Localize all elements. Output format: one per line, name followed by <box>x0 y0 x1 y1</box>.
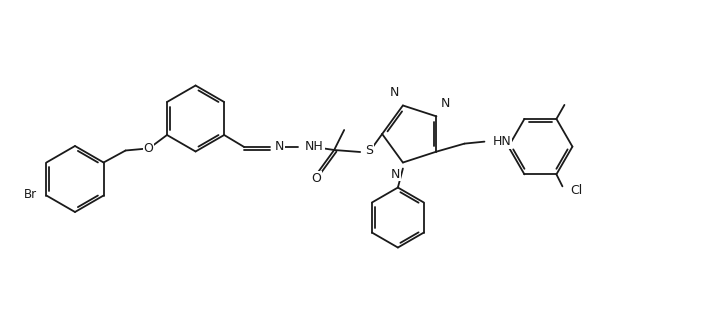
Text: Br: Br <box>24 188 38 201</box>
Text: N: N <box>440 97 450 111</box>
Text: NH: NH <box>305 141 324 153</box>
Text: HN: HN <box>493 135 511 148</box>
Text: Cl: Cl <box>571 184 583 197</box>
Text: N: N <box>275 140 284 152</box>
Text: N: N <box>389 86 399 99</box>
Text: O: O <box>144 142 154 155</box>
Text: S: S <box>365 145 373 158</box>
Text: N: N <box>391 167 400 181</box>
Text: O: O <box>311 171 321 184</box>
